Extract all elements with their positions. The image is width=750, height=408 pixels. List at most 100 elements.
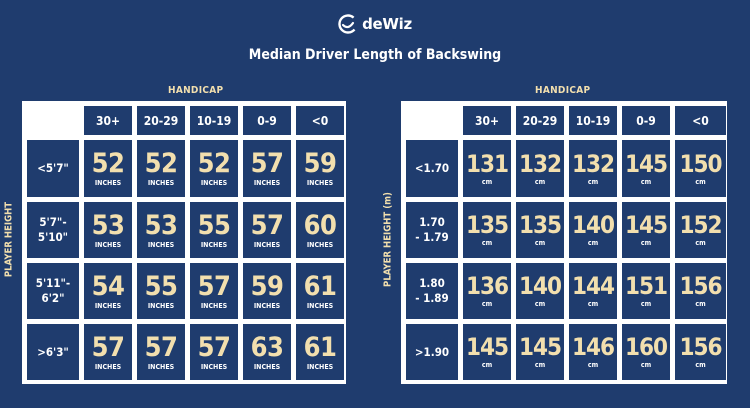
value-number: 52 [144, 148, 178, 179]
value-unit: cm [481, 239, 493, 247]
value-cell-inches: 57 INCHES [137, 324, 185, 380]
value-cell-cm: 131 cm [463, 140, 511, 197]
value-number: 59 [250, 270, 284, 302]
value-number: 57 [197, 270, 231, 302]
value-number: 61 [303, 331, 337, 363]
row-header-inches: 5'11"- 6'2" [27, 263, 79, 319]
column-header-inches: 30+ [84, 106, 132, 135]
value-unit: INCHES [306, 362, 334, 371]
value-unit: INCHES [147, 301, 175, 310]
value-number: 152 [679, 211, 722, 239]
column-header-cm: 10-19 [569, 106, 617, 135]
value-unit: INCHES [253, 240, 281, 249]
table-corner-inches [27, 106, 79, 135]
value-cell-cm: 152 cm [675, 202, 726, 258]
value-cell-cm: 145 cm [622, 202, 670, 258]
row-header-line: - 1.89 [415, 291, 449, 305]
value-unit: INCHES [147, 240, 175, 249]
value-cell-cm: 135 cm [516, 202, 564, 258]
value-number: 144 [571, 272, 615, 300]
value-number: 140 [571, 211, 615, 239]
value-cell-inches: 61 INCHES [296, 324, 344, 380]
value-cell-cm: 144 cm [569, 263, 617, 319]
value-cell-cm: 132 cm [516, 140, 564, 197]
value-cell-cm: 156 cm [675, 324, 726, 380]
column-header-inches: 0-9 [243, 106, 291, 135]
value-number: 57 [250, 209, 284, 241]
value-unit: INCHES [306, 301, 334, 310]
value-cell-cm: 140 cm [516, 263, 564, 319]
row-header-line: 5'7"- [39, 215, 67, 229]
value-cell-inches: 55 INCHES [190, 202, 238, 258]
value-number: 150 [679, 149, 722, 178]
column-header-cm: 0-9 [622, 106, 670, 135]
row-header-line: 5'11"- [35, 276, 71, 290]
row-header-inches: <5'7" [27, 140, 79, 197]
value-unit: cm [481, 177, 493, 186]
value-unit: INCHES [94, 179, 122, 187]
value-unit: INCHES [253, 301, 281, 310]
value-unit: INCHES [94, 362, 122, 371]
backswing-table-inches: 30+ 20-29 10-19 0-9 <0 <5'7" 52 INCHES 52 INCHES 5… [22, 101, 346, 384]
value-unit: cm [534, 177, 546, 186]
value-unit: INCHES [306, 240, 334, 249]
value-number: 52 [197, 148, 231, 179]
value-cell-cm: 132 cm [569, 140, 617, 197]
column-header-cm: 20-29 [516, 106, 564, 135]
value-number: 55 [197, 209, 231, 241]
column-header-cm: <0 [675, 106, 726, 135]
value-number: 140 [518, 272, 562, 300]
chart-title: Median Driver Length of Backswing [248, 47, 502, 63]
value-unit: INCHES [200, 240, 228, 249]
value-unit: cm [481, 300, 493, 308]
value-unit: INCHES [253, 179, 281, 187]
value-cell-inches: 52 INCHES [137, 140, 185, 197]
row-header-line: - 1.79 [415, 230, 449, 244]
value-cell-cm: 150 cm [675, 140, 726, 197]
value-number: 60 [303, 209, 337, 241]
value-cell-inches: 57 INCHES [190, 263, 238, 319]
value-number: 57 [144, 331, 178, 363]
value-cell-cm: 136 cm [463, 263, 511, 319]
value-cell-inches: 59 INCHES [296, 140, 344, 197]
row-header-cm: <1.70 [406, 140, 458, 197]
row-header-inches: 5'7"- 5'10" [27, 202, 79, 258]
row-header-line: 1.80 [419, 276, 445, 290]
player-height-label-cm: PLAYER HEIGHT (m) [382, 192, 394, 287]
value-number: 63 [250, 331, 284, 363]
player-height-label-inches: PLAYER HEIGHT [3, 201, 15, 278]
value-unit: cm [640, 239, 652, 247]
value-unit: INCHES [147, 179, 175, 187]
value-number: 52 [91, 148, 125, 179]
value-unit: cm [587, 300, 599, 308]
value-cell-cm: 151 cm [622, 263, 670, 319]
value-number: 57 [250, 148, 284, 179]
value-cell-cm: 145 cm [463, 324, 511, 380]
value-number: 145 [624, 211, 668, 239]
logo: deWiz [0, 14, 750, 34]
value-number: 145 [465, 333, 509, 361]
row-header-line: >6'3" [37, 344, 69, 359]
value-number: 61 [303, 270, 337, 302]
value-number: 59 [303, 148, 337, 179]
value-unit: cm [534, 361, 546, 369]
value-cell-inches: 53 INCHES [84, 202, 132, 258]
value-number: 57 [91, 331, 125, 363]
value-unit: cm [695, 177, 706, 186]
value-unit: INCHES [306, 179, 334, 187]
dewiz-logo-icon [338, 14, 358, 34]
row-header-cm: 1.70- 1.79 [406, 202, 458, 258]
row-header-line: 6'2" [41, 291, 65, 305]
value-cell-inches: 63 INCHES [243, 324, 291, 380]
value-unit: cm [534, 239, 546, 247]
row-header-inches: >6'3" [27, 324, 79, 380]
value-number: 145 [518, 333, 562, 361]
value-number: 132 [518, 149, 562, 178]
value-number: 53 [144, 209, 178, 241]
value-unit: INCHES [200, 301, 228, 310]
value-cell-inches: 60 INCHES [296, 202, 344, 258]
value-number: 151 [624, 272, 668, 300]
value-unit: cm [587, 361, 599, 369]
value-unit: cm [695, 361, 706, 369]
value-cell-inches: 57 INCHES [243, 140, 291, 197]
